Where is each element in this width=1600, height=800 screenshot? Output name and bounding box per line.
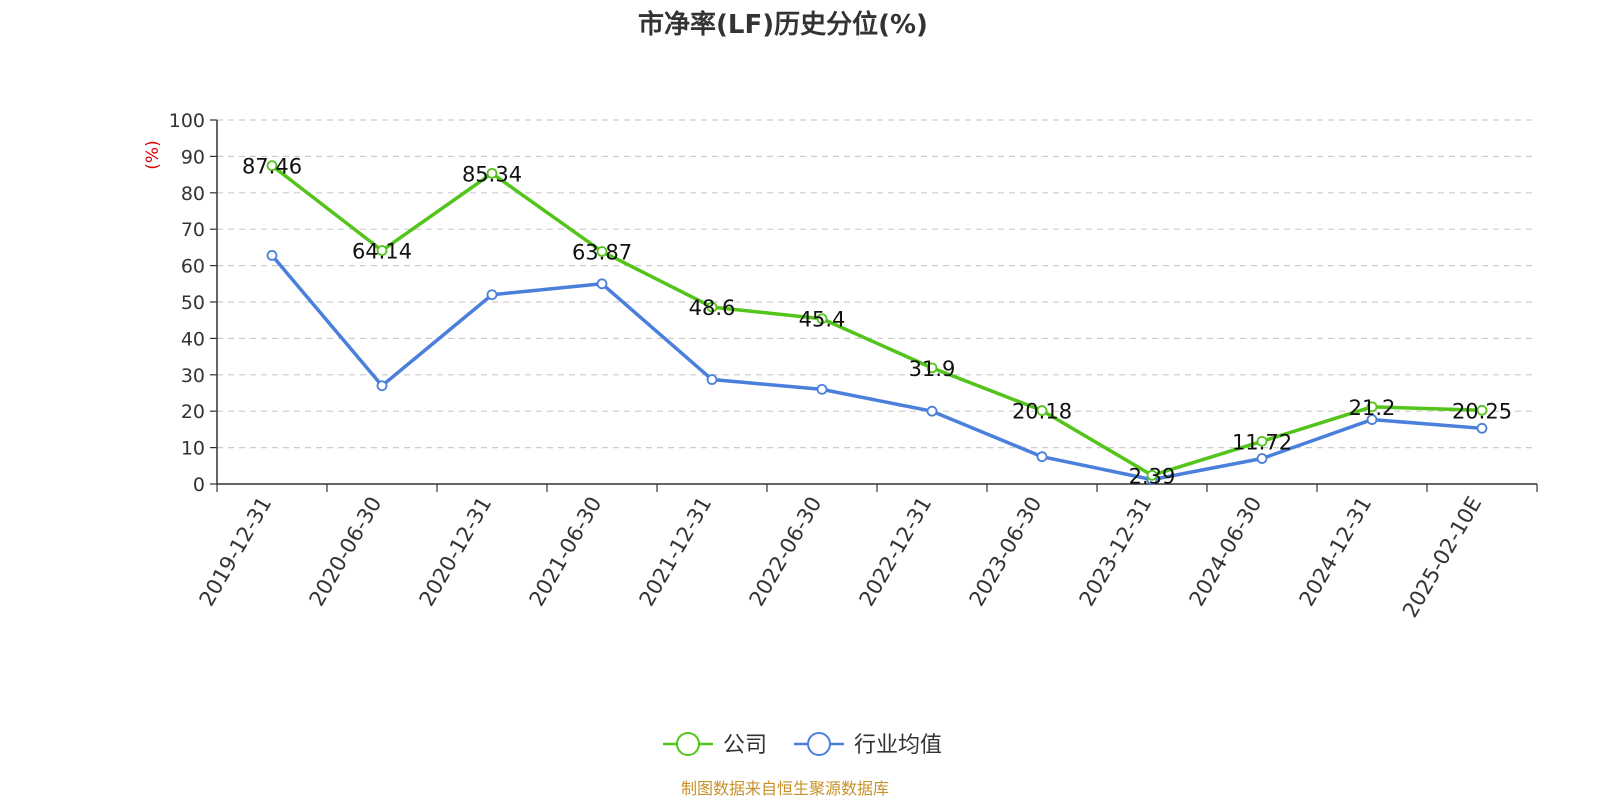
- data-point-industry-average: [1256, 453, 1268, 464]
- data-label: 45.4: [799, 308, 846, 332]
- data-point-company: [706, 301, 718, 313]
- y-axis-unit-label: (%): [143, 140, 163, 169]
- data-label: 20.18: [1012, 400, 1072, 424]
- y-tick-label: 0: [193, 474, 205, 496]
- y-tick-label: 50: [181, 292, 205, 314]
- data-point-company: [596, 246, 608, 257]
- data-point-industry-average: [486, 289, 498, 301]
- data-point-industry-average: [816, 383, 828, 395]
- legend-label: 行业均值: [854, 733, 942, 758]
- data-label: 31.9: [909, 357, 956, 381]
- data-label: 21.2: [1349, 396, 1396, 420]
- series: [266, 160, 1488, 486]
- data-point-company: [376, 245, 388, 256]
- y-tick-label: 70: [181, 219, 205, 241]
- data-point-company: [816, 313, 828, 325]
- x-tick-label: 2023-12-31: [1075, 493, 1157, 611]
- data-point-industry-average: [1036, 451, 1048, 463]
- data-point-industry-average: [1366, 414, 1378, 425]
- data-label: 48.6: [689, 296, 736, 320]
- legend-label: 公司: [723, 733, 767, 758]
- data-point-company: [926, 362, 938, 374]
- data-point-company: [1036, 405, 1048, 416]
- x-tick-label: 2022-06-30: [745, 493, 827, 611]
- legend-marker: [807, 732, 831, 756]
- data-point-company: [486, 167, 498, 179]
- data-point-company: [1256, 435, 1268, 447]
- data-point-industry-average: [376, 380, 388, 392]
- y-tick-label: 100: [169, 110, 205, 132]
- x-tick-label: 2024-06-30: [1185, 493, 1267, 611]
- data-label: 64.14: [352, 240, 412, 264]
- data-point-industry-average: [926, 405, 938, 417]
- data-label: 11.72: [1232, 430, 1292, 454]
- x-tick-label: 2020-06-30: [305, 493, 387, 611]
- data-point-industry-average: [596, 278, 608, 290]
- legend[interactable]: 公司 行业均值: [663, 732, 942, 758]
- data-source-note: 制图数据来自恒生聚源数据库: [681, 779, 889, 798]
- x-tick-label: 2022-12-31: [855, 493, 937, 611]
- data-label: 87.46: [242, 155, 302, 179]
- data-label: 85.34: [462, 162, 522, 186]
- legend-item-company[interactable]: 公司: [663, 732, 767, 758]
- data-point-industry-average: [706, 374, 718, 385]
- legend-marker: [676, 732, 700, 756]
- x-tick-label: 2019-12-31: [195, 493, 277, 611]
- data-point-industry-average: [266, 250, 278, 261]
- chart-title: 市净率(LF)历史分位(%): [638, 9, 928, 40]
- y-tick-label: 80: [181, 183, 205, 205]
- data-point-industry-average: [1476, 422, 1488, 434]
- x-tick-label: 2024-12-31: [1295, 493, 1377, 611]
- y-tick-label: 10: [181, 438, 205, 460]
- grid: [217, 119, 1537, 449]
- y-tick-label: 90: [181, 146, 205, 168]
- x-tick-label: 2025-02-10E: [1398, 493, 1486, 622]
- data-point-company: [1476, 404, 1488, 416]
- y-tick-label: 20: [181, 401, 205, 423]
- axes: 0 10 20 30 40 50 60 70 80 90 100 2019-12-31 2020-06-…: [169, 110, 1538, 622]
- data-point-company: [1146, 469, 1158, 481]
- data-labels: 87.46 64.14 85.34 63.87 48.6 45.4 31.9 20.18 2.3…: [242, 155, 1512, 489]
- data-label: 63.87: [572, 241, 632, 265]
- x-tick-label: 2020-12-31: [415, 493, 497, 611]
- x-tick-label: 2023-06-30: [965, 493, 1047, 611]
- data-label: 20.25: [1452, 399, 1512, 423]
- x-tick-label: 2021-06-30: [525, 493, 607, 611]
- data-label: 2.39: [1129, 464, 1176, 488]
- series-line-company: [270, 164, 1483, 478]
- series-line-industry-average: [270, 254, 1483, 482]
- y-tick-label: 40: [181, 328, 205, 350]
- x-tick-label: 2021-12-31: [635, 493, 717, 611]
- data-point-company: [266, 160, 278, 172]
- data-point-company: [1366, 401, 1378, 413]
- legend-item-industry-average[interactable]: 行业均值: [794, 732, 942, 758]
- y-tick-label: 60: [181, 256, 205, 278]
- y-tick-label: 30: [181, 365, 205, 387]
